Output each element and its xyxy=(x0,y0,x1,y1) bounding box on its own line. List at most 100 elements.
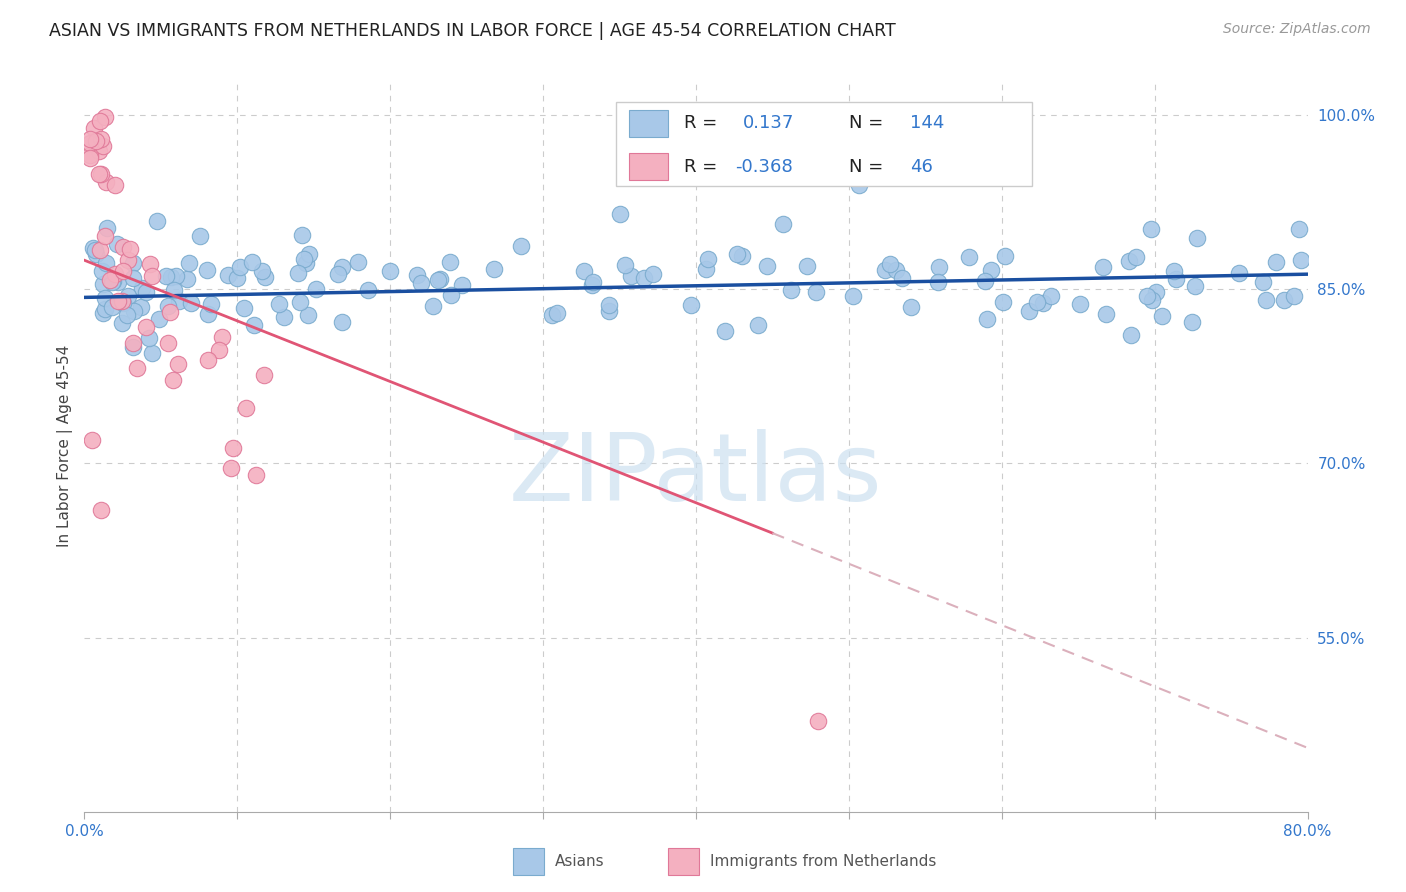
Point xyxy=(208,343,231,357)
Point xyxy=(1140,221,1163,235)
Point xyxy=(91,277,114,292)
Point xyxy=(1163,263,1185,277)
Point xyxy=(104,268,127,282)
Point xyxy=(94,110,117,124)
Point xyxy=(82,433,104,447)
Point xyxy=(440,288,463,302)
Point xyxy=(772,217,794,231)
Point xyxy=(1150,309,1173,323)
Point xyxy=(135,285,157,299)
Point xyxy=(79,152,101,166)
Point xyxy=(176,271,198,285)
Point xyxy=(747,318,769,332)
Point xyxy=(991,294,1014,309)
Point xyxy=(695,261,717,276)
Point xyxy=(94,255,117,269)
Point xyxy=(1118,254,1140,268)
Point xyxy=(429,272,451,286)
Point xyxy=(1125,250,1147,264)
Point xyxy=(619,269,641,284)
Point xyxy=(112,296,135,310)
Text: -0.368: -0.368 xyxy=(735,158,793,176)
Point xyxy=(848,178,870,192)
Text: ASIAN VS IMMIGRANTS FROM NETHERLANDS IN LABOR FORCE | AGE 45-54 CORRELATION CHAR: ASIAN VS IMMIGRANTS FROM NETHERLANDS IN … xyxy=(49,22,896,40)
Point xyxy=(117,252,139,267)
Text: N =: N = xyxy=(849,114,883,132)
Point xyxy=(291,227,314,242)
Point xyxy=(879,257,901,271)
Text: N =: N = xyxy=(849,158,883,176)
Point xyxy=(242,318,264,332)
Point xyxy=(222,442,245,456)
Point xyxy=(84,243,107,257)
Point xyxy=(217,268,239,282)
Point xyxy=(94,229,117,244)
Point xyxy=(288,294,311,309)
Point xyxy=(129,300,152,314)
Point xyxy=(146,213,169,227)
Point xyxy=(406,268,429,282)
Point xyxy=(117,289,139,303)
Point xyxy=(111,293,134,308)
Point xyxy=(900,301,922,315)
Bar xyxy=(668,848,699,875)
Point xyxy=(233,301,256,316)
Point xyxy=(1144,285,1167,299)
Point xyxy=(112,240,135,254)
Point xyxy=(804,285,827,299)
Point xyxy=(572,264,595,278)
Point xyxy=(190,228,212,243)
Point xyxy=(796,259,818,273)
Point xyxy=(1119,328,1142,343)
Point xyxy=(807,714,830,728)
Point xyxy=(101,274,124,288)
Point xyxy=(1253,275,1275,289)
Point xyxy=(131,281,153,295)
Point xyxy=(101,275,124,289)
Point xyxy=(305,282,328,296)
Point xyxy=(842,289,865,303)
Point xyxy=(330,260,353,275)
Point xyxy=(159,269,181,284)
Text: 46: 46 xyxy=(910,158,934,176)
Point xyxy=(614,258,637,272)
Point xyxy=(166,357,188,371)
Point xyxy=(82,241,104,255)
Point xyxy=(211,330,233,344)
Point xyxy=(122,303,145,318)
Point xyxy=(330,315,353,329)
Point xyxy=(1040,288,1063,302)
Point xyxy=(297,308,319,322)
Point xyxy=(91,306,114,320)
Point xyxy=(1026,295,1049,310)
Point xyxy=(229,260,252,274)
Point xyxy=(122,340,145,354)
Point xyxy=(90,167,112,181)
Point xyxy=(295,256,318,270)
Point xyxy=(253,368,276,382)
Point xyxy=(93,291,115,305)
Point xyxy=(598,298,620,312)
Point xyxy=(1187,231,1209,245)
Point xyxy=(159,305,181,319)
Point xyxy=(111,264,134,278)
Point xyxy=(581,278,603,293)
Point xyxy=(163,283,186,297)
Point xyxy=(101,300,124,314)
Point xyxy=(356,283,378,297)
Point xyxy=(90,132,112,146)
Point xyxy=(439,255,461,269)
Point xyxy=(1094,307,1116,321)
Text: R =: R = xyxy=(683,158,717,176)
Point xyxy=(1184,279,1206,293)
Point xyxy=(1136,289,1159,303)
FancyBboxPatch shape xyxy=(616,103,1032,186)
Text: Asians: Asians xyxy=(555,855,605,869)
Point xyxy=(138,256,160,270)
Point xyxy=(245,468,267,483)
Point xyxy=(451,278,474,293)
Point xyxy=(107,275,129,289)
Point xyxy=(84,134,107,148)
Text: 0.137: 0.137 xyxy=(742,114,794,132)
Point xyxy=(1142,293,1164,307)
